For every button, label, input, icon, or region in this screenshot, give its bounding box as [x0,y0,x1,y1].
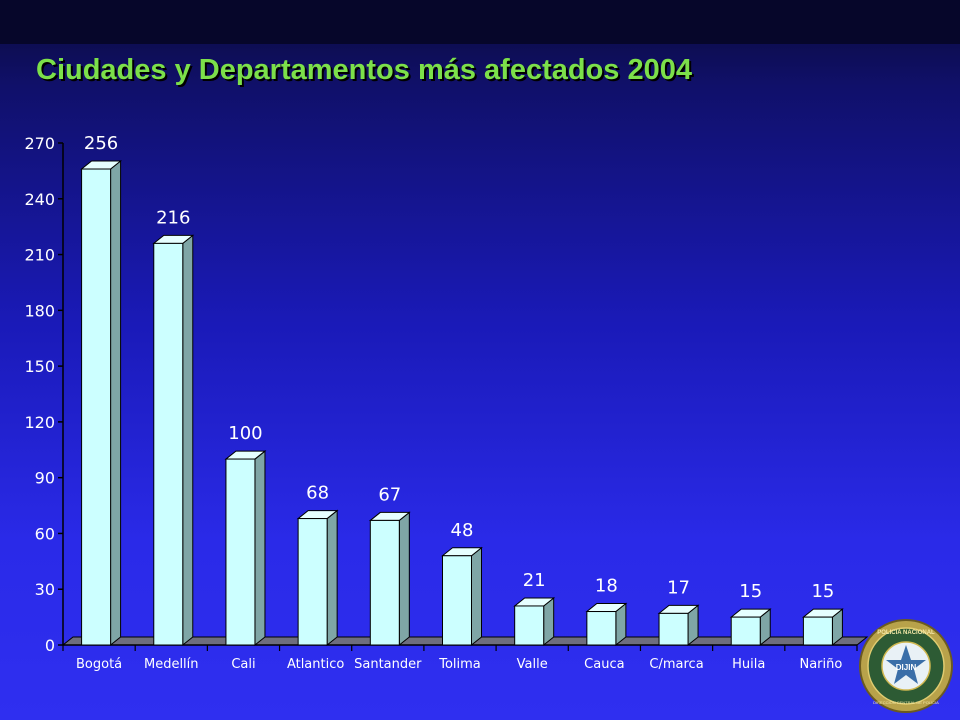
bar-side [182,234,194,647]
y-tick-label: 120 [24,413,55,432]
bar [369,519,400,646]
data-label: 68 [306,483,329,504]
data-label: 216 [156,207,190,228]
bar [297,518,328,646]
data-label: 67 [378,484,401,505]
x-tick-label: Cali [231,657,255,672]
data-label: 48 [451,520,474,541]
y-tick-label: 0 [45,636,55,655]
x-tick-label: Medellín [144,657,199,672]
x-tick-label: Cauca [584,657,624,672]
bar [658,612,689,646]
x-tick-label: Bogotá [76,657,122,672]
svg-text:DIJIN: DIJIN [896,663,917,672]
svg-text:DIRECCION CENTRAL DE POLICIA: DIRECCION CENTRAL DE POLICIA [873,700,939,705]
y-tick-label: 240 [24,190,55,209]
data-label: 256 [84,133,118,154]
y-tick-label: 150 [24,357,55,376]
x-tick-label: Tolima [438,657,481,672]
data-label: 17 [667,577,690,598]
data-label: 15 [811,581,834,602]
y-tick-label: 270 [24,134,55,153]
y-tick-label: 210 [24,246,55,265]
data-label: 21 [523,570,546,591]
x-tick-label: Valle [517,657,548,672]
y-tick-label: 30 [35,580,55,599]
bar [802,616,833,646]
data-label: 18 [595,576,618,597]
bar-side [471,546,482,647]
bar [442,555,472,646]
policia-nacional-seal: DIJIN POLICIA NACIONAL DIRECCION CENTRAL… [859,619,953,713]
x-tick-label: Atlantico [287,657,344,672]
bar-side [254,450,266,647]
x-tick-label: Nariño [799,657,842,672]
bar-side [398,511,410,647]
bar-side [326,509,338,647]
data-label: 100 [228,423,262,444]
chart-title: Ciudades y Departamentos más afectados 2… [36,54,692,86]
y-tick-label: 60 [35,524,55,543]
bar-side [110,159,122,647]
y-tick-label: 90 [35,469,55,488]
x-tick-label: Huila [732,657,765,672]
svg-text:POLICIA NACIONAL: POLICIA NACIONAL [877,630,935,636]
bar [225,458,256,646]
x-tick-label: Santander [354,657,422,672]
top-band [0,0,960,44]
bar [153,242,184,646]
bar [730,616,761,646]
bar [514,605,545,646]
bar [81,168,112,646]
x-tick-label: C/marca [649,657,703,672]
bar [586,611,617,646]
y-tick-label: 180 [24,301,55,320]
data-label: 15 [739,581,762,602]
